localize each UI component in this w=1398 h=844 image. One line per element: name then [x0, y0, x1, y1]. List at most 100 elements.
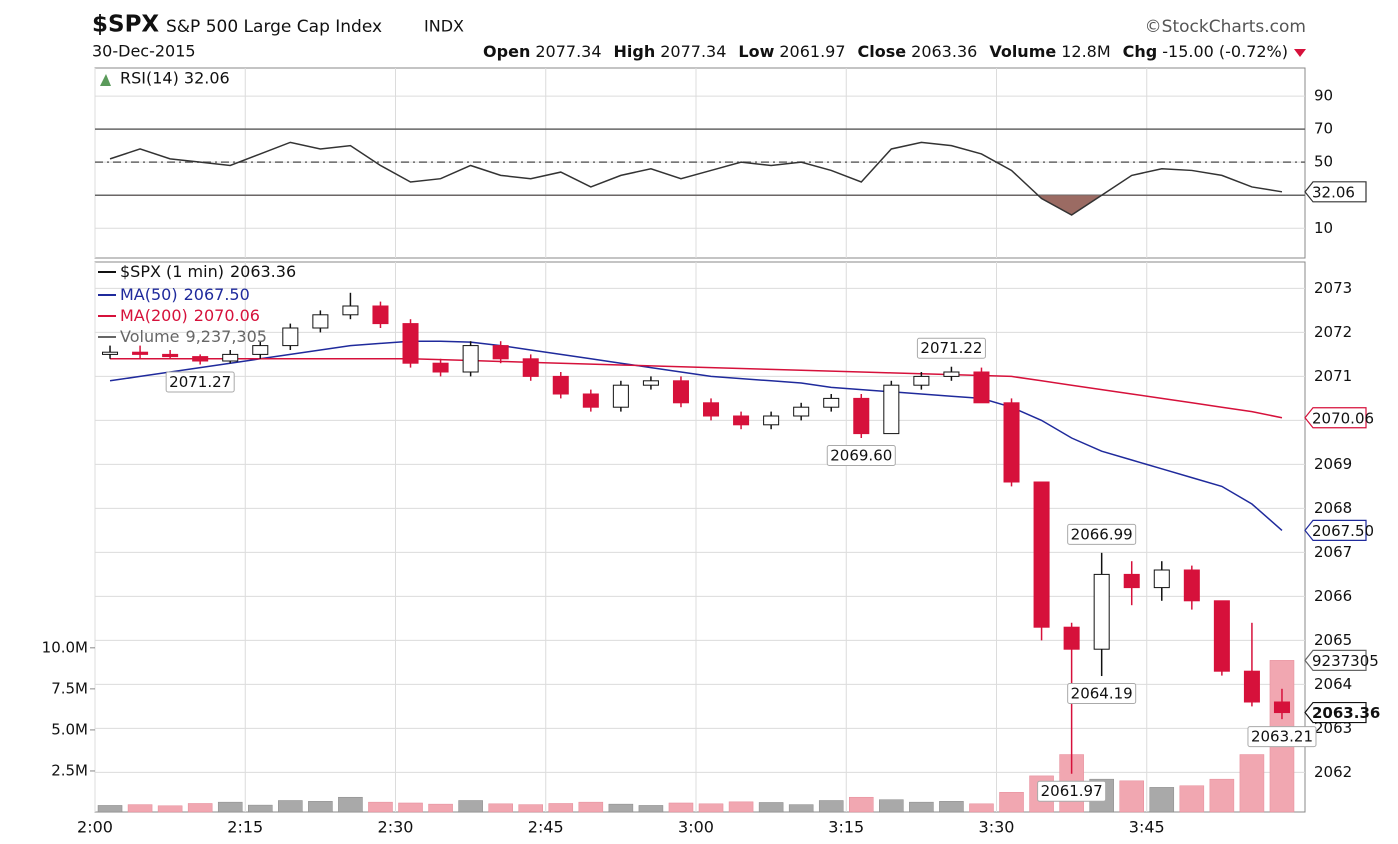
candle-body: [1243, 670, 1260, 703]
x-tick-label: 3:00: [678, 818, 714, 837]
candle-body: [853, 397, 870, 435]
price-legend-part: 2063.36: [230, 262, 296, 281]
x-tick-label: 3:45: [1129, 818, 1165, 837]
candle-body: [823, 397, 840, 408]
ma-last-tag-shape: [1304, 407, 1367, 429]
candle-body: [913, 375, 930, 386]
close-last-tag: 2063.36: [1312, 704, 1380, 722]
symbol: $SPX: [92, 12, 159, 38]
plot: 2:00 2:15 2:30 2:45 3:00 3:15 3:30 3:45 10 50 70 90…: [42, 68, 1380, 837]
volume-bar: [909, 801, 934, 813]
quote-label: Chg: [1123, 42, 1158, 61]
volume-bar: [368, 801, 393, 813]
volume-bar: [187, 803, 213, 813]
ma-last-tag: 2067.50: [1312, 522, 1374, 540]
x-tick-label: 2:00: [77, 818, 113, 837]
y-tick-label: 2069: [1314, 455, 1352, 473]
volume-bar: [127, 804, 153, 813]
annotation: 2061.97: [1041, 782, 1103, 800]
exchange: INDX: [424, 17, 464, 36]
candle-body: [1123, 573, 1140, 589]
candle-body: [252, 345, 269, 355]
ma-last-tag-shape: [1304, 519, 1367, 542]
y2-tick-label: 7.5M: [51, 679, 88, 697]
quote-label: High: [614, 42, 656, 61]
candle-body: [612, 384, 629, 408]
volume-bar: [698, 803, 724, 813]
annotation-box: [165, 371, 235, 393]
quote-value: 2077.34: [535, 42, 601, 61]
candle-body: [1063, 626, 1080, 650]
ma-legend-part: MA(200): [120, 306, 188, 325]
quote-label: Close: [858, 42, 907, 61]
annotation: 2064.19: [1071, 685, 1133, 703]
candle-body: [102, 351, 119, 355]
volume-bar: [97, 805, 123, 813]
candle-body: [883, 384, 900, 435]
price-legend-part: $SPX (1 min): [120, 262, 224, 281]
y-tick-label: 2071: [1314, 367, 1352, 385]
annotation: 2063.21: [1251, 728, 1313, 746]
volume-bar: [1119, 780, 1144, 813]
volume-bar: [728, 801, 754, 813]
volume-bar: [1149, 787, 1175, 813]
volume-legend-part: Volume: [120, 327, 180, 346]
x-tick-label: 3:30: [979, 818, 1015, 837]
y-tick-label: 70: [1314, 120, 1333, 138]
candle-body: [552, 375, 569, 395]
y2-tick-label: 5.0M: [51, 720, 88, 738]
y2-tick-label: 2.5M: [51, 761, 88, 779]
y-tick-label: 2065: [1314, 631, 1352, 649]
candle-body: [582, 393, 599, 408]
volume-bar: [849, 796, 874, 813]
volume-legend: Volume 9,237,305: [120, 327, 267, 346]
candle-body: [432, 362, 449, 373]
quote-label: Open: [483, 42, 530, 61]
candle-body: [1273, 701, 1290, 714]
volume-bar: [638, 805, 664, 813]
candle-body: [703, 402, 720, 417]
x-tick-label: 2:45: [528, 818, 564, 837]
rsi-last-tag: 32.06: [1312, 183, 1355, 201]
x-tick-label: 3:15: [828, 818, 864, 837]
volume-bar: [217, 801, 243, 813]
candle-body: [342, 305, 359, 316]
y-tick-label: 50: [1314, 153, 1333, 171]
x-tick-label: 2:30: [378, 818, 414, 837]
y-tick-label: 2062: [1314, 763, 1352, 781]
candle-body: [522, 358, 539, 377]
candle-body: [763, 415, 780, 426]
volume-bar: [578, 801, 604, 813]
volume-legend-part: 9,237,305: [186, 327, 267, 346]
candle-body: [162, 353, 179, 358]
x-tick-label: 2:15: [227, 818, 263, 837]
rsi-line: [109, 141, 1283, 216]
candle-body: [1153, 569, 1170, 589]
y-tick-label: 2072: [1314, 323, 1352, 341]
candle-body: [312, 314, 329, 329]
annotation-box: [1067, 683, 1137, 705]
candle-body: [192, 356, 209, 362]
quote-label: Volume: [989, 42, 1056, 61]
y-tick-label: 2068: [1314, 499, 1352, 517]
annotation: 2069.60: [830, 447, 892, 465]
volume-bar: [398, 802, 423, 813]
candle-body: [973, 371, 990, 404]
candle-body: [222, 353, 239, 362]
candle-body: [282, 327, 299, 347]
quote-value: 2077.34: [660, 42, 726, 61]
source: ©StockCharts.com: [1145, 17, 1306, 37]
annotation-box: [826, 445, 896, 466]
candle-body: [132, 351, 149, 355]
annotation-box: [1247, 726, 1317, 748]
candle-body: [733, 415, 750, 426]
y-tick-label: 10: [1314, 219, 1333, 237]
volume-bar: [788, 804, 814, 813]
quote-value: 2063.36: [911, 42, 977, 61]
volume-bar: [1209, 778, 1235, 813]
moving-average: [109, 340, 1283, 531]
rsi-icon: [100, 74, 111, 86]
volume-bar: [278, 800, 303, 813]
candle-body: [1183, 569, 1200, 602]
